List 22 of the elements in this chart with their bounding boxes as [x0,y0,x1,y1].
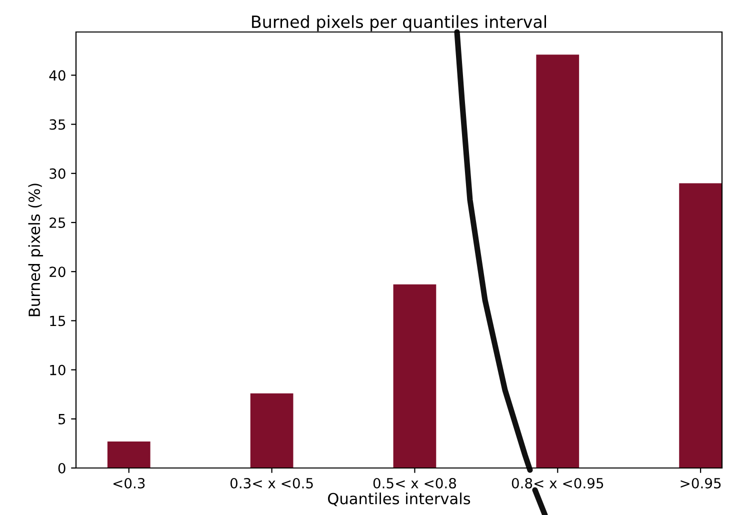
x-tick-label: 0.8< x <0.95 [512,478,604,488]
y-tick-label: 5 [58,414,66,424]
y-tick-label: 25 [50,217,66,228]
y-tick-label: 20 [50,266,66,278]
y-tick-label: 0 [58,462,66,474]
y-tick-label: 10 [50,364,66,376]
bar [393,284,436,468]
y-tick-label: 15 [50,316,66,326]
x-tick-label: 0.3< x <0.5 [230,478,313,488]
x-axis-title: Quantiles intervals [328,492,470,506]
x-tick-label: >0.95 [680,478,721,488]
bar [250,393,294,468]
bar [679,183,722,468]
bar [107,441,150,468]
y-tick-label: 35 [50,119,66,130]
chart-title: Burned pixels per quantiles interval [252,15,546,32]
x-tick-label: <0.3 [113,478,145,488]
y-tick-label: 30 [50,168,66,179]
y-axis-title: Burned pixels (%) [28,184,44,316]
y-tick-label: 40 [49,70,66,81]
x-tick-label: 0.5< x <0.8 [373,478,456,488]
bar [536,54,580,468]
